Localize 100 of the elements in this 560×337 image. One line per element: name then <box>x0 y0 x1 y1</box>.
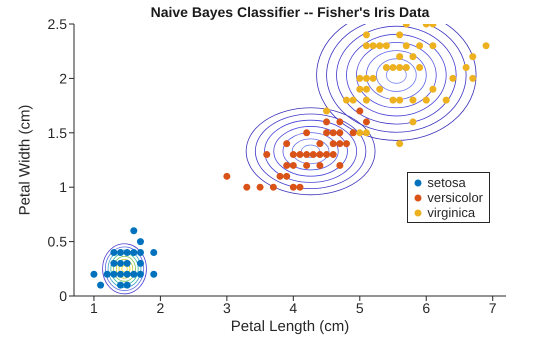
point <box>376 86 384 93</box>
chart-title: Naive Bayes Classifier -- Fisher's Iris Data <box>150 4 430 20</box>
point <box>136 260 144 267</box>
point <box>90 270 98 278</box>
point <box>396 96 404 104</box>
x-tick-label: 2 <box>156 300 164 316</box>
point <box>402 64 410 72</box>
point <box>409 96 416 104</box>
point <box>290 162 297 169</box>
legend-label: virginica <box>427 205 476 220</box>
point <box>382 64 390 72</box>
point <box>270 184 277 191</box>
point <box>303 162 310 169</box>
point <box>362 86 370 93</box>
point <box>482 42 490 50</box>
x-axis-title: Petal Length (cm) <box>230 318 350 335</box>
point <box>316 162 324 169</box>
point <box>256 184 264 191</box>
point <box>283 172 290 180</box>
point <box>130 248 138 256</box>
point <box>316 140 324 148</box>
point <box>136 248 144 256</box>
point <box>110 270 118 278</box>
point <box>243 184 250 191</box>
point <box>449 74 456 82</box>
point <box>110 248 118 256</box>
point <box>396 140 404 148</box>
point <box>342 140 350 148</box>
point <box>117 248 124 256</box>
point <box>117 282 124 289</box>
point <box>323 151 330 158</box>
point <box>396 64 404 72</box>
point <box>303 151 310 158</box>
point <box>362 118 370 126</box>
point <box>124 270 131 278</box>
point <box>356 74 364 82</box>
point <box>97 282 104 289</box>
point <box>390 64 397 72</box>
point <box>330 151 337 158</box>
point <box>130 227 138 234</box>
point <box>283 162 290 169</box>
point <box>296 151 304 158</box>
point <box>362 96 370 104</box>
legend-label: versicolor <box>427 190 483 205</box>
point <box>416 42 424 50</box>
point <box>370 74 377 82</box>
point <box>362 31 370 38</box>
y-tick-label: 2.5 <box>48 16 68 32</box>
point <box>330 140 337 148</box>
y-tick-label: 2 <box>59 70 68 86</box>
point <box>356 129 364 136</box>
x-tick-label: 6 <box>422 300 430 316</box>
y-tick-label: 0 <box>59 288 68 304</box>
point <box>422 96 430 104</box>
point <box>136 238 144 246</box>
point <box>362 129 370 136</box>
point <box>376 42 384 50</box>
point <box>303 129 310 136</box>
point <box>336 140 344 148</box>
point <box>323 129 330 136</box>
point <box>283 140 290 148</box>
point <box>110 260 118 267</box>
point <box>402 42 410 50</box>
point <box>104 270 111 278</box>
legend-label: setosa <box>427 175 466 190</box>
point <box>336 129 344 136</box>
point <box>290 184 297 191</box>
point <box>429 42 436 50</box>
point <box>429 86 436 93</box>
point <box>356 108 364 115</box>
y-tick-label: 1 <box>59 179 68 196</box>
point <box>416 64 424 72</box>
point <box>124 248 131 256</box>
point <box>290 151 297 158</box>
point <box>263 151 270 158</box>
point <box>370 42 377 50</box>
point <box>136 270 144 278</box>
point <box>150 270 158 278</box>
point <box>396 53 404 60</box>
point <box>350 96 357 104</box>
point <box>362 74 370 82</box>
point <box>117 260 124 267</box>
point <box>124 282 131 289</box>
point <box>409 118 416 126</box>
point <box>150 248 158 256</box>
y-tick-label: 1.5 <box>48 124 68 141</box>
point <box>469 53 476 60</box>
point <box>323 108 330 115</box>
point <box>336 162 344 169</box>
x-tick-label: 3 <box>222 300 231 316</box>
x-tick-label: 7 <box>488 300 497 316</box>
x-tick-label: 1 <box>90 300 98 316</box>
point <box>350 129 357 136</box>
point <box>409 53 416 60</box>
point <box>442 96 450 104</box>
point <box>323 118 330 126</box>
point <box>316 151 324 158</box>
point <box>124 260 131 267</box>
point <box>336 118 344 126</box>
point <box>223 172 230 180</box>
